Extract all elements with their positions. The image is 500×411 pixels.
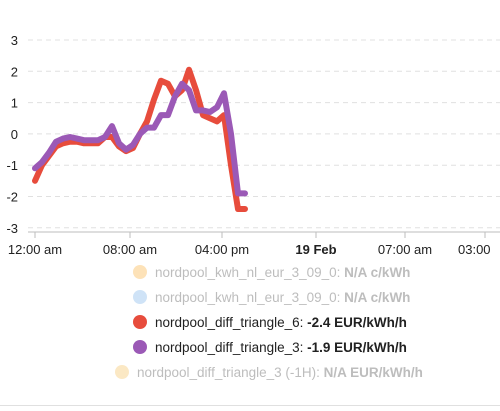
y-tick-label: 2: [11, 64, 18, 79]
series-lines: [32, 66, 248, 212]
legend-item-kwh-1[interactable]: nordpool_kwh_nl_eur_3_09_0: N/A c/kWh: [133, 261, 410, 283]
y-tick-label: 3: [11, 33, 18, 48]
legend-series-value: -2.4 EUR/kWh/h: [307, 314, 407, 330]
x-tick-label: 19 Feb: [295, 242, 336, 257]
legend-dot-icon: [115, 365, 129, 379]
y-tick-label: -3: [6, 221, 18, 236]
legend-item-kwh-2[interactable]: nordpool_kwh_nl_eur_3_09_0: N/A c/kWh: [133, 286, 410, 308]
x-tick-label: 04:00 pm: [195, 242, 249, 257]
legend-series-value: -1.9 EUR/kWh/h: [307, 339, 407, 355]
card-divider: [0, 405, 500, 406]
y-tick-label: -1: [6, 158, 18, 173]
x-tick-label: 03:00: [458, 242, 491, 257]
legend-series-name: nordpool_diff_triangle_6: [155, 314, 300, 330]
x-tick-label: 08:00 am: [103, 242, 157, 257]
chart-grid: [28, 39, 500, 233]
legend-item-triangle-3-minus-1h[interactable]: nordpool_diff_triangle_3 (-1H): N/A EUR/…: [115, 361, 423, 383]
legend-series-name: nordpool_diff_triangle_3: [155, 339, 300, 355]
legend-series-value: N/A EUR/kWh/h: [323, 364, 423, 380]
legend-dot-icon: [133, 265, 147, 279]
legend-series-name: nordpool_kwh_nl_eur_3_09_0: [155, 264, 337, 280]
legend-series-name: nordpool_diff_triangle_3 (-1H): [137, 364, 317, 380]
price-chart: 3 2 1 0 -1 -2 -3 12:00 am 08:00 am 04:00 pm 19 Fe…: [6, 33, 500, 257]
legend-item-triangle-6[interactable]: nordpool_diff_triangle_6: -2.4 EUR/kWh/h: [133, 311, 407, 333]
legend-series-name: nordpool_kwh_nl_eur_3_09_0: [155, 289, 337, 305]
x-tick-label: 12:00 am: [8, 242, 62, 257]
x-axis: 12:00 am 08:00 am 04:00 pm 19 Feb 07:00 am 03…: [8, 232, 491, 257]
y-axis: 3 2 1 0 -1 -2 -3: [6, 33, 18, 236]
y-tick-label: -2: [6, 190, 18, 205]
x-tick-label: 07:00 am: [378, 242, 432, 257]
legend-dot-icon: [133, 315, 147, 329]
y-tick-label: 1: [11, 96, 18, 111]
legend-series-value: N/A c/kWh: [344, 289, 411, 305]
y-tick-label: 0: [11, 127, 18, 142]
series-line-nordpool_diff_triangle_3: [32, 80, 248, 197]
legend-dot-icon: [133, 290, 147, 304]
legend-series-value: N/A c/kWh: [344, 264, 411, 280]
legend-dot-icon: [133, 340, 147, 354]
legend-item-triangle-3[interactable]: nordpool_diff_triangle_3: -1.9 EUR/kWh/h: [133, 336, 407, 358]
